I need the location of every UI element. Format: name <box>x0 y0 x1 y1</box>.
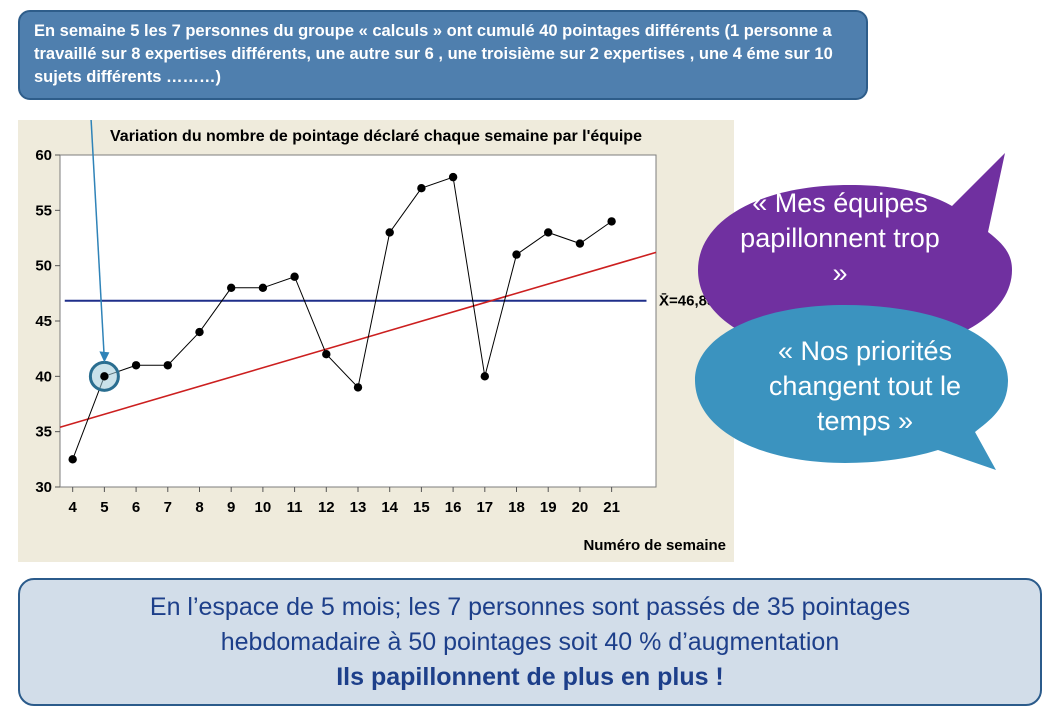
x-tick-label: 21 <box>603 499 620 516</box>
speech-bubble-purple <box>698 153 1012 355</box>
x-tick-label: 6 <box>132 499 140 516</box>
conclusion-line-3: Ils papillonnent de plus en plus ! <box>336 663 724 691</box>
x-tick-label: 4 <box>69 499 78 516</box>
data-point <box>448 172 458 182</box>
x-tick-label: 8 <box>195 499 203 516</box>
data-point <box>417 184 426 193</box>
data-point <box>68 455 77 464</box>
data-point <box>290 272 299 281</box>
conclusion-line-1: En l’espace de 5 mois; les 7 personnes s… <box>149 593 911 621</box>
x-tick-label: 12 <box>318 499 335 516</box>
data-point <box>258 283 268 292</box>
x-tick-label: 7 <box>164 499 172 516</box>
conclusion-line-2: hebdomadaire à 50 pointages soit 40 % d’… <box>220 628 840 656</box>
data-point <box>163 361 172 370</box>
y-tick-label: 30 <box>35 479 52 496</box>
data-point <box>195 327 204 337</box>
data-point <box>353 383 363 392</box>
data-point <box>544 228 553 237</box>
x-tick-label: 13 <box>350 499 367 516</box>
data-point <box>131 361 141 370</box>
chart-title: Variation du nombre de pointage déclaré … <box>110 128 642 145</box>
annotation-callout: En semaine 5 les 7 personnes du groupe «… <box>18 10 868 100</box>
x-tick-label: 19 <box>540 499 557 516</box>
y-tick-label: 45 <box>35 313 52 330</box>
callout-arrow <box>90 120 106 361</box>
data-point <box>480 372 490 381</box>
series-line <box>72 176 612 460</box>
speech-bubble-teal <box>695 305 1008 470</box>
x-tick-label: 20 <box>572 499 589 516</box>
x-axis-label: Numéro de semaine <box>583 537 726 554</box>
x-tick-label: 17 <box>476 499 493 516</box>
data-point <box>100 372 109 381</box>
trend-line <box>59 251 657 429</box>
data-point <box>226 283 236 292</box>
y-tick-label: 55 <box>35 202 52 219</box>
y-tick-label: 60 <box>35 147 52 164</box>
x-tick-label: 9 <box>227 499 235 516</box>
callout-arrowhead <box>99 351 110 363</box>
y-tick-label: 35 <box>35 424 52 441</box>
data-point <box>575 239 585 248</box>
x-tick-label: 16 <box>445 499 462 516</box>
conclusion-box: En l’espace de 5 mois; les 7 personnes s… <box>18 578 1042 706</box>
teal-bubble-text: « Nos priorités changent tout le temps » <box>768 336 962 436</box>
data-point <box>607 217 616 226</box>
x-tick-label: 18 <box>508 499 525 516</box>
purple-bubble-text: « Mes équipes papillonnent trop » <box>740 188 940 288</box>
data-point <box>512 250 521 259</box>
callout-text: En semaine 5 les 7 personnes du groupe «… <box>34 22 833 86</box>
y-tick-label: 50 <box>35 258 52 275</box>
x-tick-label: 14 <box>381 499 398 516</box>
data-point <box>385 228 394 237</box>
speech-bubbles <box>695 153 1012 470</box>
x-tick-label: 10 <box>255 499 272 516</box>
y-tick-label: 40 <box>35 368 52 385</box>
x-tick-label: 15 <box>413 499 430 516</box>
data-point <box>322 350 331 359</box>
x-tick-label: 5 <box>100 499 108 516</box>
x-tick-label: 11 <box>287 499 303 516</box>
mean-label: X̄=46,83 <box>659 292 715 310</box>
plot-area <box>59 154 657 488</box>
chart-panel: 30 35 40 45 50 55 60 4 5 6 7 8 9 10 11 12 13 14 15 16 17 18 19… <box>18 120 734 562</box>
